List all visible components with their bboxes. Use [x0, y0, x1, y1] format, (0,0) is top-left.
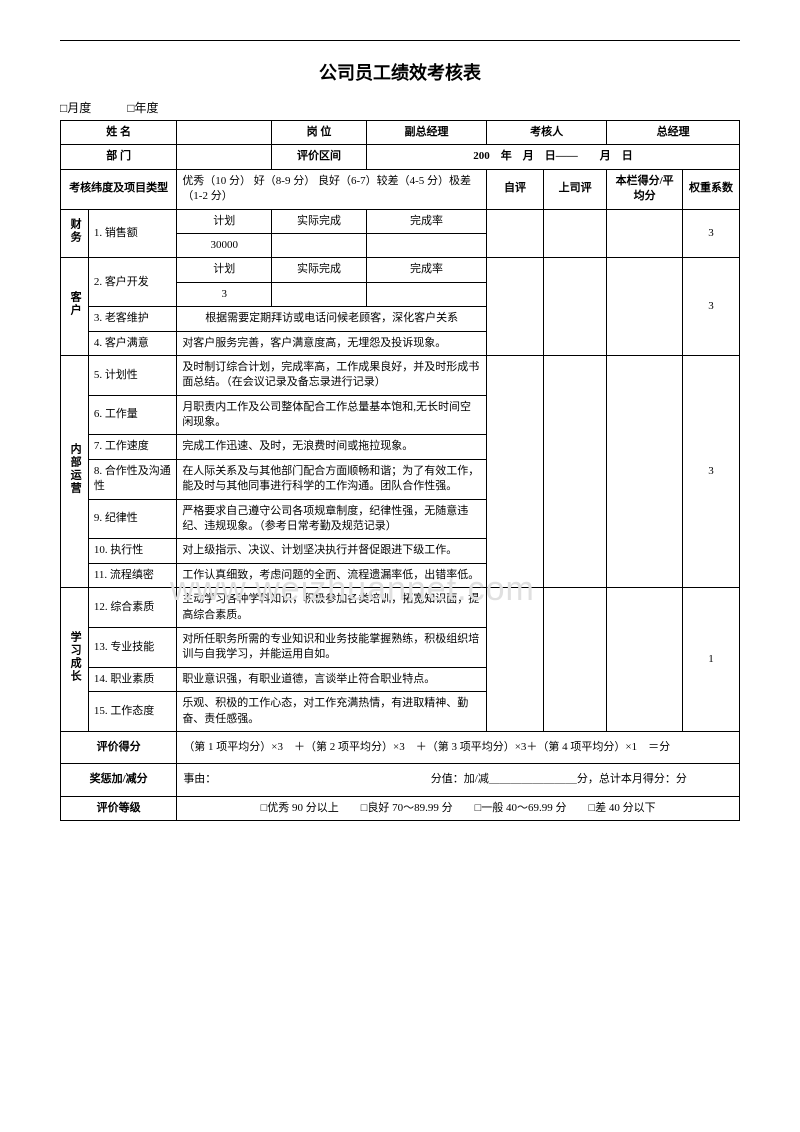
item-3: 3. 老客维护 [88, 307, 177, 331]
plan-v-2: 3 [177, 282, 272, 306]
section-customer: 客户 [61, 258, 89, 356]
boss-label: 上司评 [543, 169, 606, 209]
desc-7: 完成工作迅速、及时，无浪费时间或拖拉现象。 [177, 435, 487, 459]
grade-label: 评价等级 [61, 796, 177, 820]
desc-9: 严格要求自己遵守公司各项规章制度，纪律性强，无随意违纪、违规现象。（参考日常考勤… [177, 499, 487, 539]
reward-text: 事由： 分值：加/减＿＿＿＿＿＿＿＿分，总计本月得分：分 [177, 764, 740, 796]
assessor-value: 总经理 [607, 121, 740, 145]
score-label: 本栏得分/平均分 [607, 169, 683, 209]
name-label: 姓 名 [61, 121, 177, 145]
desc-11: 工作认真细致，考虑问题的全面、流程遗漏率低，出错率低。 [177, 563, 487, 587]
eval-score-label: 评价得分 [61, 731, 177, 763]
desc-6: 月职责内工作及公司整体配合工作总量基本饱和,无长时间空闲现象。 [177, 395, 487, 435]
actual-h: 实际完成 [272, 209, 367, 233]
item-12: 12. 综合素质 [88, 588, 177, 628]
item-4: 4. 客户满意 [88, 331, 177, 355]
interval-label: 评价区间 [272, 145, 367, 169]
desc-14: 职业意识强，有职业道德，言谈举止符合职业特点。 [177, 667, 487, 691]
rate-h: 完成率 [366, 209, 486, 233]
item-1: 1. 销售额 [88, 209, 177, 258]
eval-score-formula: （第 1 项平均分）×3 ＋（第 2 项平均分）×3 ＋（第 3 项平均分）×3… [177, 731, 740, 763]
item-15: 15. 工作态度 [88, 692, 177, 732]
desc-15: 乐观、积极的工作心态，对工作充满热情，有进取精神、勤奋、责任感强。 [177, 692, 487, 732]
weight-label: 权重系数 [683, 169, 740, 209]
grade-text: □优秀 90 分以上 □良好 70～89.99 分 □一般 40～69.99 分… [177, 796, 740, 820]
desc-5: 及时制订综合计划，完成率高，工作成果良好，并及时形成书面总结。（在会议记录及备忘… [177, 355, 487, 395]
desc-12: 主动学习各种学科知识，积极参加各类培训，拓宽知识面，提高综合素质。 [177, 588, 487, 628]
boss-growth [543, 588, 606, 732]
self-ops [487, 355, 544, 587]
item-8: 8. 合作性及沟通性 [88, 459, 177, 499]
period-line: □月度 □年度 [60, 99, 740, 116]
weight-finance: 3 [683, 209, 740, 258]
desc-10: 对上级指示、决议、计划坚决执行并督促跟进下级工作。 [177, 539, 487, 563]
assessor-label: 考核人 [487, 121, 607, 145]
self-1 [487, 209, 544, 258]
rate-h-2: 完成率 [366, 258, 486, 282]
weight-ops: 3 [683, 355, 740, 587]
weight-growth: 1 [683, 588, 740, 732]
plan-h-2: 计划 [177, 258, 272, 282]
name-value [177, 121, 272, 145]
boss-ops [543, 355, 606, 587]
actual-v-2 [272, 282, 367, 306]
dept-value [177, 145, 272, 169]
assessment-table: 姓 名 岗 位 副总经理 考核人 总经理 部 门 评价区间 200 年 月 日—… [60, 120, 740, 821]
rating-desc: 优秀（10 分） 好（8-9 分） 良好（6-7）较差（4-5 分）极差（1-2… [177, 169, 487, 209]
plan-h: 计划 [177, 209, 272, 233]
boss-1 [543, 209, 606, 258]
self-cust [487, 258, 544, 356]
post-label: 岗 位 [272, 121, 367, 145]
actual-v-1 [272, 233, 367, 257]
item-2: 2. 客户开发 [88, 258, 177, 307]
score-growth [607, 588, 683, 732]
section-finance: 财务 [61, 209, 89, 258]
rate-v-2 [366, 282, 486, 306]
item-9: 9. 纪律性 [88, 499, 177, 539]
section-ops: 内部运营 [61, 355, 89, 587]
item-13: 13. 专业技能 [88, 627, 177, 667]
page-title: 公司员工绩效考核表 [60, 59, 740, 85]
dim-label: 考核纬度及项目类型 [61, 169, 177, 209]
post-value: 副总经理 [366, 121, 486, 145]
score-1 [607, 209, 683, 258]
item-14: 14. 职业素质 [88, 667, 177, 691]
boss-cust [543, 258, 606, 356]
score-cust [607, 258, 683, 356]
item-5: 5. 计划性 [88, 355, 177, 395]
dept-label: 部 门 [61, 145, 177, 169]
desc-4: 对客户服务完善，客户满意度高，无埋怨及投诉现象。 [177, 331, 487, 355]
item-7: 7. 工作速度 [88, 435, 177, 459]
desc-8: 在人际关系及与其他部门配合方面顺畅和谐；为了有效工作，能及时与其他同事进行科学的… [177, 459, 487, 499]
desc-3: 根据需要定期拜访或电话问候老顾客，深化客户关系 [177, 307, 487, 331]
self-label: 自评 [487, 169, 544, 209]
weight-cust: 3 [683, 258, 740, 356]
item-11: 11. 流程缜密 [88, 563, 177, 587]
section-growth: 学习成长 [61, 588, 89, 732]
actual-h-2: 实际完成 [272, 258, 367, 282]
item-10: 10. 执行性 [88, 539, 177, 563]
plan-v-1: 30000 [177, 233, 272, 257]
item-6: 6. 工作量 [88, 395, 177, 435]
score-ops [607, 355, 683, 587]
self-growth [487, 588, 544, 732]
interval-value: 200 年 月 日—— 月 日 [366, 145, 739, 169]
reward-label: 奖惩加/减分 [61, 764, 177, 796]
desc-13: 对所任职务所需的专业知识和业务技能掌握熟练，积极组织培训与自我学习，并能运用自如… [177, 627, 487, 667]
rate-v-1 [366, 233, 486, 257]
